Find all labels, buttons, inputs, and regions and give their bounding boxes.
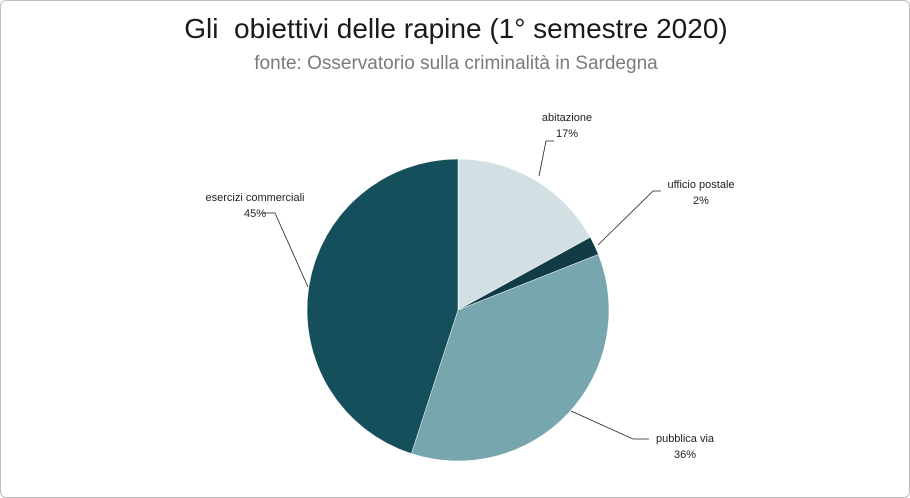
slice-category-label: pubblica via: [656, 433, 715, 445]
pie-slice-pubblica-via: [411, 254, 610, 462]
leader-line: [570, 410, 649, 440]
slice-value-label: 17%: [556, 128, 578, 140]
slice-labels: abitazione 17% ufficio postale 2% pubblica v…: [205, 112, 734, 461]
slice-category-label: abitazione: [542, 112, 592, 124]
leader-line: [538, 140, 554, 177]
pie-slice-esercizi-commerciali: [306, 158, 459, 454]
leader-line: [263, 212, 309, 288]
leader-lines: [263, 140, 661, 440]
slice-value-label: 45%: [244, 208, 266, 220]
leader-line: [597, 190, 661, 246]
slice-category-label: ufficio postale: [667, 179, 734, 191]
slice-value-label: 2%: [693, 195, 709, 207]
slice-category-label: esercizi commerciali: [205, 192, 304, 204]
pie-slices: [306, 158, 610, 462]
slice-value-label: 36%: [674, 449, 696, 461]
pie-slice-abitazione: [457, 158, 591, 311]
chart-subtitle: fonte: Osservatorio sulla criminalità in…: [254, 53, 658, 74]
chart-title: Gli obiettivi delle rapine (1° semestre …: [184, 13, 728, 44]
